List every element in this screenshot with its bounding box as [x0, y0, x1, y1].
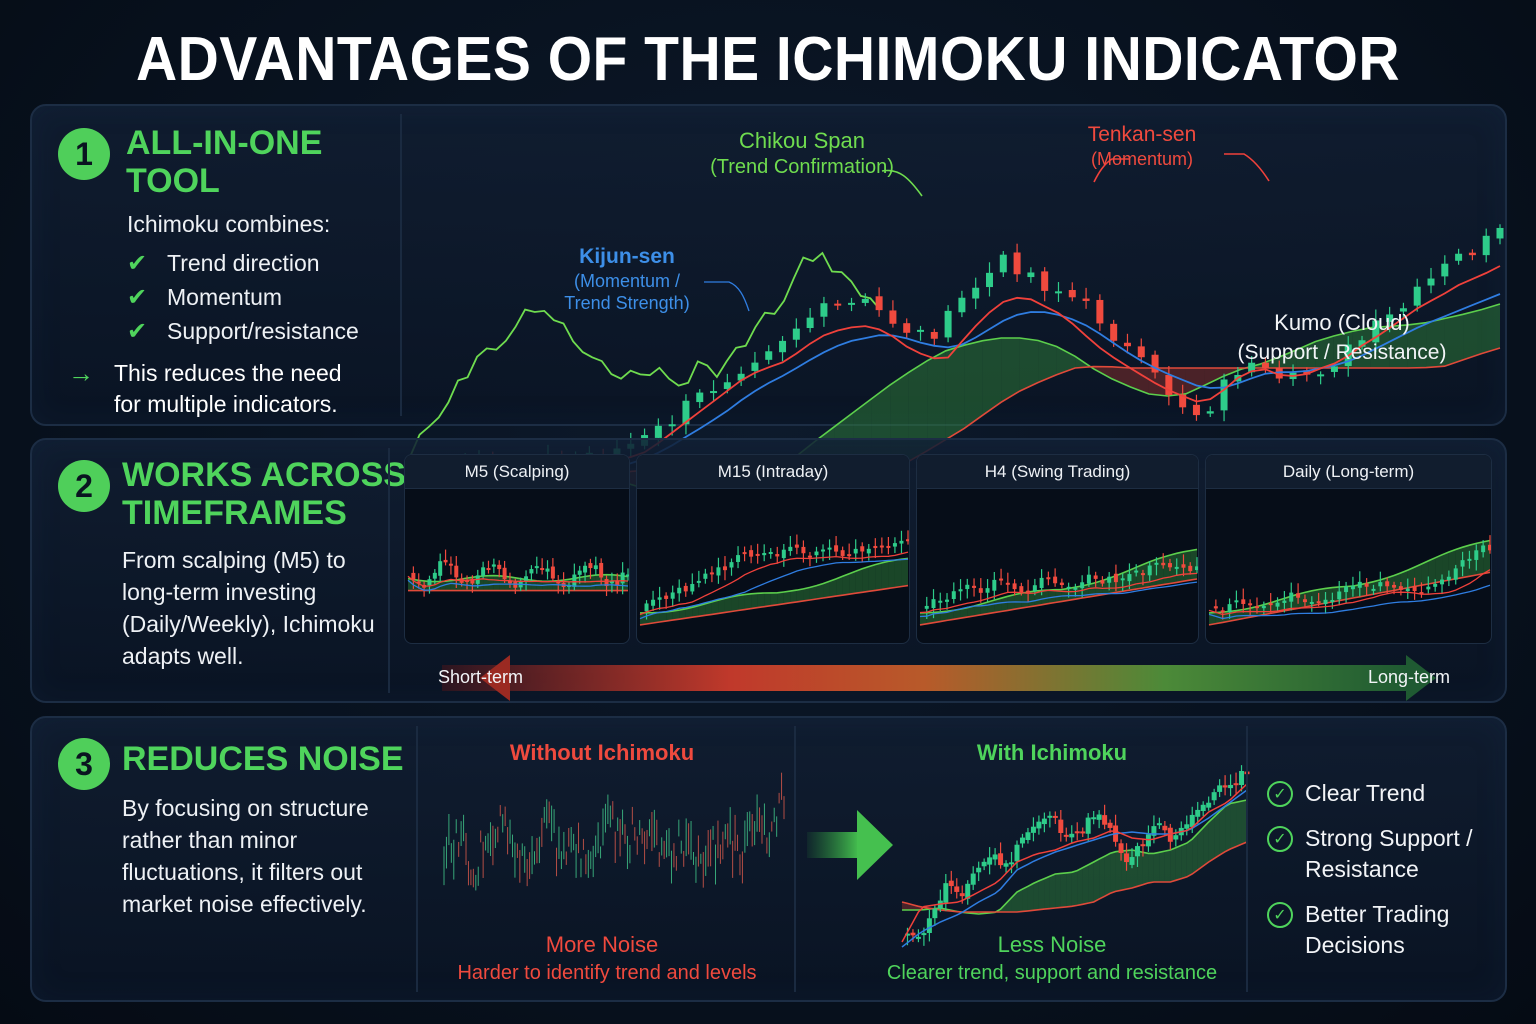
check-label: Trend direction [167, 249, 320, 276]
body-text: By focusing on structure rather than min… [122, 792, 369, 920]
check-label: Support/resistance [167, 317, 359, 344]
check-item: ✔ Momentum [127, 280, 359, 314]
body-line: long-term investing [122, 579, 317, 605]
benefit-item: ✓ Strong Support / Resistance [1267, 823, 1473, 885]
kijun-label: Kijun-sen (Momentum / Trend Strength) [542, 244, 712, 314]
conclusion-line: for multiple indicators. [114, 391, 338, 417]
timeframe-card-daily: Daily (Long-term) [1205, 454, 1492, 644]
arrow-right-icon [1406, 655, 1436, 701]
arrow-right-icon: → [68, 358, 94, 388]
mini-chart-daily [1208, 535, 1491, 626]
divider [794, 726, 796, 992]
section-number-badge: 3 [58, 738, 110, 790]
body-line: adapts well. [122, 643, 244, 669]
body-text: From scalping (M5) to long-term investin… [122, 544, 375, 672]
heading-line: WORKS ACROSS [122, 456, 406, 494]
checkmark-icon: ✔ [127, 283, 148, 311]
mini-chart-m15 [639, 530, 909, 626]
body-line: market noise effectively. [122, 891, 367, 917]
checkmark-icon: ✔ [127, 317, 148, 345]
timeframe-label: M15 (Intraday) [637, 455, 909, 489]
conclusion-line: This reduces the need [114, 360, 342, 386]
label-title: Chikou Span [739, 128, 865, 153]
ichimoku-clean-chart [901, 764, 1250, 948]
gradient-bar [442, 665, 1406, 691]
section-heading: WORKS ACROSS TIMEFRAMES [122, 456, 406, 532]
check-circle-icon: ✓ [1267, 781, 1293, 807]
label-sub: (Trend Confirmation) [710, 156, 894, 178]
noisy-price-chart [443, 772, 785, 891]
heading-line: ALL-IN-ONE [126, 124, 323, 162]
less-noise-label: Less Noise [997, 932, 1107, 957]
section-reduces-noise: 3 REDUCES NOISE By focusing on structure… [30, 716, 1507, 1002]
label-title: Tenkan-sen [1087, 123, 1197, 146]
timeframe-card-h4: H4 (Swing Trading) [916, 454, 1199, 644]
without-ichimoku-title: Without Ichimoku [509, 740, 695, 765]
timeframe-label: Daily (Long-term) [1206, 455, 1491, 489]
feature-checklist: ✔ Trend direction ✔ Momentum ✔ Support/resi… [127, 246, 359, 348]
timeframe-card-m5: M5 (Scalping) [404, 454, 630, 644]
benefit-item: ✓ Clear Trend [1267, 778, 1473, 809]
section-heading: ALL-IN-ONE TOOL [126, 124, 322, 200]
check-item: ✔ Support/resistance [127, 314, 359, 348]
label-title: Kumo (Cloud) [1274, 310, 1410, 335]
heading-line: TOOL [126, 162, 220, 200]
benefit-text: Resistance [1305, 856, 1419, 882]
mini-chart-h4 [919, 548, 1198, 626]
check-circle-icon: ✓ [1267, 902, 1293, 928]
section-number-badge: 2 [58, 460, 110, 512]
section-timeframes: 2 WORKS ACROSS TIMEFRAMES From scalping … [30, 438, 1507, 703]
timeframe-card-m15: M15 (Intraday) [636, 454, 910, 644]
body-line: By focusing on structure [122, 795, 369, 821]
more-noise-label: More Noise [545, 932, 659, 957]
section-heading: REDUCES NOISE [122, 740, 404, 778]
short-term-label: Short-term [438, 667, 524, 687]
benefit-text: Clear Trend [1305, 780, 1426, 806]
benefit-text: Decisions [1305, 932, 1405, 958]
benefit-item: ✓ Better Trading Decisions [1267, 899, 1473, 961]
label-sub: (Momentum) [1090, 149, 1193, 169]
arrow-right-icon [807, 810, 893, 880]
chikou-label: Chikou Span (Trend Confirmation) [672, 128, 932, 180]
page-title: ADVANTAGES OF THE ICHIMOKU INDICATOR [135, 25, 1401, 94]
body-line: rather than minor [122, 827, 298, 853]
divider [1246, 726, 1248, 992]
long-term-label: Long-term [1367, 667, 1450, 687]
with-subtitle: Clearer trend, support and resistance [886, 962, 1218, 984]
checkmark-icon: ✔ [127, 249, 148, 277]
timeframe-scale: Short-term Long-term [406, 655, 1466, 701]
without-subtitle: Harder to identify trend and levels [457, 962, 757, 984]
divider [400, 114, 402, 416]
kumo-label: Kumo (Cloud) (Support / Resistance) [1212, 308, 1472, 368]
arrow-left-icon [480, 655, 510, 701]
check-label: Momentum [167, 283, 283, 310]
timeframe-label: H4 (Swing Trading) [917, 455, 1198, 489]
label-sub: Trend Strength) [564, 293, 690, 313]
conclusion: → This reduces the need for multiple ind… [68, 358, 342, 420]
benefits-list: ✓ Clear Trend ✓ Strong Support / Resistan… [1267, 778, 1473, 975]
check-item: ✔ Trend direction [127, 246, 359, 280]
with-ichimoku-title: With Ichimoku [976, 740, 1128, 765]
divider [416, 726, 418, 992]
body-line: fluctuations, it filters out [122, 859, 363, 885]
check-circle-icon: ✓ [1267, 826, 1293, 852]
label-sub: (Momentum / [573, 271, 681, 291]
heading-line: TIMEFRAMES [122, 494, 347, 532]
section-all-in-one: 1 ALL-IN-ONE TOOL Ichimoku combines: ✔ Tr… [30, 104, 1507, 499]
tenkan-label: Tenkan-sen (Momentum) [1062, 122, 1222, 170]
body-line: From scalping (M5) to [122, 547, 346, 573]
benefit-text: Better Trading [1305, 901, 1450, 927]
body-line: (Daily/Weekly), Ichimoku [122, 611, 375, 637]
benefit-text: Strong Support / [1305, 825, 1473, 851]
label-sub: (Support / Resistance) [1237, 341, 1447, 364]
section-number-badge: 1 [58, 128, 110, 180]
divider [388, 448, 390, 693]
mini-chart-m5 [407, 549, 629, 597]
intro-text: Ichimoku combines: [127, 211, 331, 237]
label-title: Kijun-sen [579, 245, 675, 268]
timeframe-label: M5 (Scalping) [405, 455, 629, 489]
